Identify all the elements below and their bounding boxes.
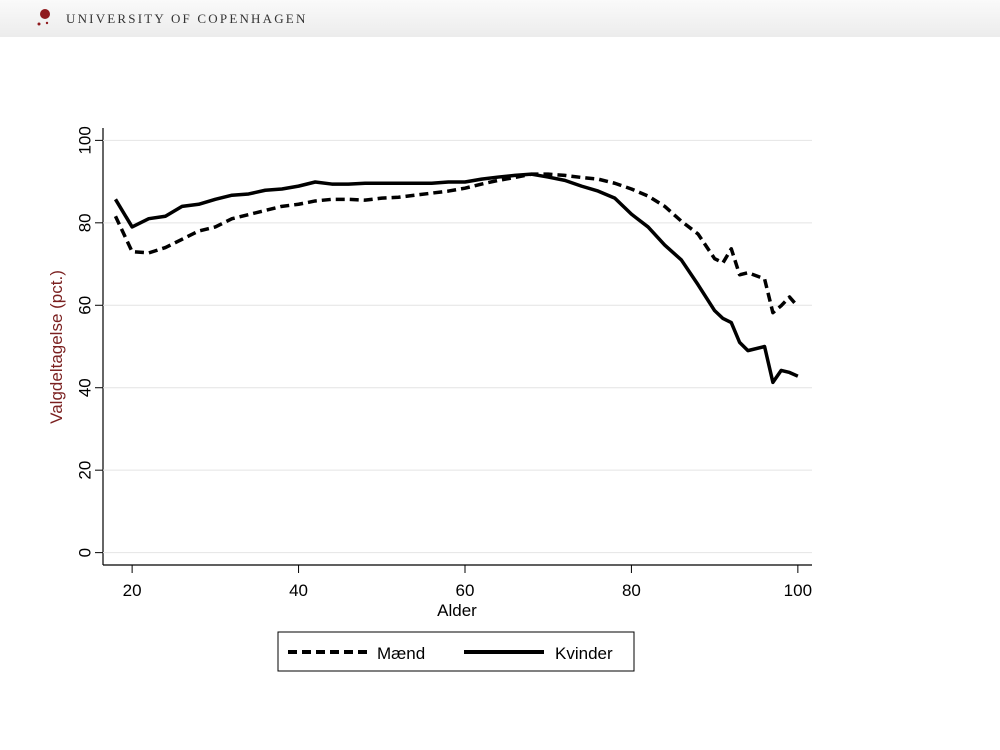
x-tick-label: 100 bbox=[784, 581, 812, 600]
y-tick-label: 60 bbox=[75, 296, 94, 315]
legend-label: Kvinder bbox=[555, 644, 613, 663]
y-tick-label: 0 bbox=[75, 548, 94, 557]
header-title: UNIVERSITY OF COPENHAGEN bbox=[66, 11, 308, 26]
header-bar: UNIVERSITY OF COPENHAGEN bbox=[0, 0, 1000, 37]
data-line bbox=[113, 172, 800, 315]
data-line bbox=[113, 172, 799, 385]
x-tick-label: 40 bbox=[289, 581, 308, 600]
y-tick-label: 20 bbox=[75, 461, 94, 480]
x-tick-label: 20 bbox=[123, 581, 142, 600]
y-axis-label: Valgdeltagelse (pct.) bbox=[47, 270, 66, 424]
x-axis-label: Alder bbox=[437, 601, 477, 620]
legend-label: Mænd bbox=[377, 644, 425, 663]
x-tick-label: 80 bbox=[622, 581, 641, 600]
y-tick-label: 40 bbox=[75, 378, 94, 397]
x-tick-label: 60 bbox=[456, 581, 475, 600]
y-tick-label: 100 bbox=[75, 126, 94, 154]
logo bbox=[37, 9, 50, 26]
y-tick-label: 80 bbox=[75, 213, 94, 232]
